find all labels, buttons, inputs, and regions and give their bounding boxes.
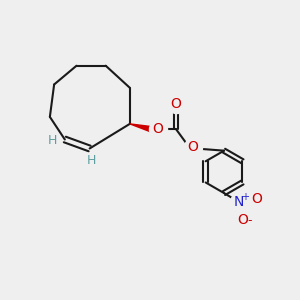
Text: -: - <box>248 214 252 227</box>
Text: O: O <box>152 122 163 136</box>
Text: O: O <box>171 98 182 111</box>
Text: O: O <box>188 140 199 154</box>
Text: N: N <box>234 195 244 209</box>
Text: +: + <box>241 192 249 202</box>
Text: H: H <box>48 134 57 147</box>
Text: H: H <box>86 154 96 167</box>
Text: O: O <box>238 213 249 227</box>
Text: O: O <box>251 192 262 206</box>
Polygon shape <box>130 124 152 132</box>
